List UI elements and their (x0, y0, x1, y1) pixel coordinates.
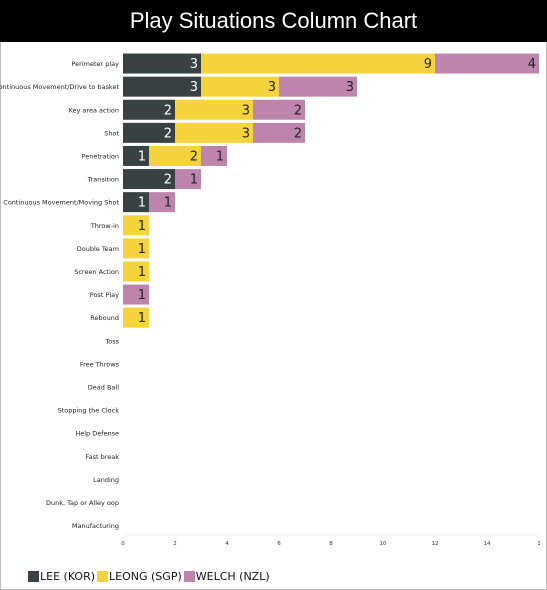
value-label-leong-sgp-key-area-action: 3 (242, 103, 250, 118)
value-label-leong-sgp-screen-action: 1 (138, 265, 146, 280)
x-tick-label-end: 1 (537, 541, 541, 547)
title-bar: Play Situations Column Chart (0, 0, 547, 42)
bar-lee-kor-continuous-movement-drive-to-basket (123, 76, 201, 97)
category-label-fast-break: Fast break (85, 453, 119, 461)
value-label-lee-kor-perimeter-play: 3 (190, 57, 198, 72)
value-label-lee-kor-continuous-movement-moving-shot: 1 (138, 196, 146, 211)
category-label-screen-action: Screen Action (74, 268, 119, 276)
bar-lee-kor-continuous-movement-moving-shot (123, 192, 149, 213)
bar-lee-kor-key-area-action (123, 99, 175, 120)
category-label-toss: Toss (104, 337, 119, 345)
legend-item-welch-nzl: WELCH (NZL) (183, 569, 270, 583)
value-label-lee-kor-continuous-movement-drive-to-basket: 3 (190, 80, 198, 95)
x-tick-label-10: 10 (380, 541, 387, 547)
bar-welch-nzl-post-play (123, 284, 149, 305)
category-label-shot: Shot (104, 129, 119, 137)
category-label-stopping-the-clock: Stopping the Clock (58, 407, 120, 415)
bar-lee-kor-transition (123, 169, 175, 190)
bar-welch-nzl-shot (253, 122, 305, 143)
category-label-key-area-action: Key area action (69, 106, 119, 114)
category-label-dead-ball: Dead Ball (88, 383, 119, 391)
x-tick-label-6: 6 (277, 541, 281, 547)
x-tick-label-14: 14 (484, 541, 491, 547)
category-label-perimeter-play: Perimeter play (71, 60, 119, 68)
value-label-welch-nzl-key-area-action: 2 (294, 103, 302, 118)
bar-leong-sgp-shot (175, 122, 253, 143)
value-label-welch-nzl-continuous-movement-moving-shot: 1 (164, 196, 172, 211)
category-label-help-defense: Help Defense (75, 430, 119, 438)
value-label-welch-nzl-shot: 2 (294, 126, 302, 141)
bar-welch-nzl-continuous-movement-moving-shot (149, 192, 175, 213)
bar-welch-nzl-penetration (201, 145, 227, 166)
bar-leong-sgp-rebound (123, 307, 149, 328)
value-label-welch-nzl-continuous-movement-drive-to-basket: 3 (346, 80, 354, 95)
legend-label-lee-kor: LEE (KOR) (40, 569, 96, 583)
category-label-rebound: Rebound (90, 314, 119, 322)
chart-canvas: Perimeter play 3 9 4 Continuous Movement/Dri… (0, 53, 541, 547)
legend: LEE (KOR) LEONG (SGP) WELCH (NZL) (28, 569, 272, 583)
legend-label-leong-sgp: LEONG (SGP) (109, 569, 182, 583)
value-label-welch-nzl-transition: 1 (190, 173, 198, 188)
bar-leong-sgp-throw-in (123, 215, 149, 236)
category-label-manufacturing: Manufacturing (72, 522, 119, 530)
value-label-leong-sgp-perimeter-play: 9 (424, 57, 432, 72)
legend-swatch-lee-kor (28, 570, 39, 582)
category-label-post-play: Post Play (90, 291, 119, 299)
value-label-leong-sgp-rebound: 1 (138, 311, 146, 326)
category-label-landing: Landing (93, 476, 119, 484)
bar-leong-sgp-perimeter-play (201, 53, 435, 74)
value-label-lee-kor-transition: 2 (164, 173, 172, 188)
x-tick-label-12: 12 (432, 541, 439, 547)
category-label-double-team: Double Team (77, 245, 119, 253)
legend-item-leong-sgp: LEONG (SGP) (97, 570, 182, 583)
x-tick-label-0: 0 (121, 541, 125, 547)
value-label-welch-nzl-perimeter-play: 4 (528, 57, 536, 72)
bar-welch-nzl-transition (175, 169, 201, 190)
bar-welch-nzl-key-area-action (253, 99, 305, 120)
category-label-transition: Transition (87, 176, 119, 184)
value-label-lee-kor-penetration: 1 (138, 149, 146, 164)
value-label-leong-sgp-throw-in: 1 (138, 219, 146, 234)
value-label-leong-sgp-double-team: 1 (138, 242, 146, 257)
x-tick-label-2: 2 (173, 541, 177, 547)
value-label-welch-nzl-penetration: 1 (216, 149, 224, 164)
value-label-lee-kor-shot: 2 (164, 126, 172, 141)
legend-item-lee-kor: LEE (KOR) (28, 570, 95, 583)
category-label-penetration: Penetration (82, 152, 119, 160)
chart-title: Play Situations Column Chart (129, 8, 418, 33)
bar-leong-sgp-penetration (149, 145, 201, 166)
bar-lee-kor-penetration (123, 145, 149, 166)
x-tick-label-8: 8 (329, 541, 333, 547)
legend-label-welch-nzl: WELCH (NZL) (195, 569, 270, 583)
category-label-throw-in: Throw-in (90, 222, 119, 230)
bar-lee-kor-perimeter-play (123, 53, 201, 74)
value-label-leong-sgp-shot: 3 (242, 126, 250, 141)
value-label-lee-kor-key-area-action: 2 (164, 103, 172, 118)
value-label-leong-sgp-continuous-movement-drive-to-basket: 3 (268, 80, 276, 95)
bar-lee-kor-shot (123, 122, 175, 143)
x-tick-label-4: 4 (225, 541, 229, 547)
legend-swatch-leong-sgp (97, 570, 109, 582)
category-label-continuous-movement-drive-to-basket: Continuous Movement/Drive to basket (0, 83, 119, 91)
bar-leong-sgp-continuous-movement-drive-to-basket (201, 76, 279, 97)
category-label-dunk-tap-or-alley-oop: Dunk, Tap or Alley oop (46, 499, 119, 507)
bar-leong-sgp-double-team (123, 238, 149, 259)
bar-welch-nzl-continuous-movement-drive-to-basket (279, 76, 357, 97)
category-label-free-throws: Free Throws (80, 360, 120, 368)
bar-leong-sgp-key-area-action (175, 99, 253, 120)
category-label-continuous-movement-moving-shot: Continuous Movement/Moving Shot (3, 199, 119, 207)
value-label-leong-sgp-penetration: 2 (190, 149, 198, 164)
bar-welch-nzl-perimeter-play (435, 53, 539, 74)
value-label-welch-nzl-post-play: 1 (138, 288, 146, 303)
legend-swatch-welch-nzl (183, 570, 195, 582)
bar-leong-sgp-screen-action (123, 261, 149, 282)
